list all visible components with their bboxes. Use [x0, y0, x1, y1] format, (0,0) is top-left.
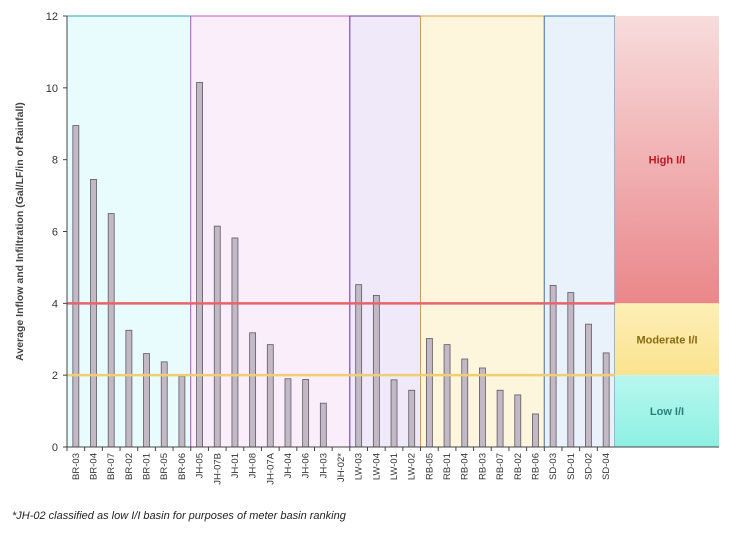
- bar-rb-03: [479, 367, 486, 448]
- x-tick-label: SD-01: [566, 453, 577, 480]
- bar-br-06: [178, 375, 186, 448]
- x-tick-label: JH-02*: [336, 453, 347, 482]
- bars: [72, 82, 610, 448]
- x-tick-label: LW-04: [371, 453, 382, 480]
- x-tick-label: JH-04: [283, 453, 294, 478]
- y-tick-label: 6: [52, 227, 58, 239]
- zone-label: High I/I: [649, 155, 686, 167]
- x-tick-label: JH-06: [301, 453, 312, 478]
- x-tick-label: JH-01: [230, 453, 241, 478]
- bar-jh-03: [319, 402, 327, 448]
- bar-jh-04: [284, 378, 292, 448]
- x-tick-label: JH-07B: [212, 453, 223, 485]
- bar-sd-02: [585, 323, 592, 448]
- bar-br-03: [72, 125, 80, 448]
- x-tick-label: BR-06: [177, 453, 188, 480]
- y-tick-label: 2: [52, 370, 58, 382]
- bar-br-02: [125, 329, 133, 448]
- bar-rb-05: [425, 338, 433, 448]
- bar-rb-01: [443, 344, 451, 448]
- bar-lw-03: [355, 284, 363, 448]
- zone-low-i-i: [615, 375, 719, 447]
- bar-rb-02: [514, 394, 522, 448]
- bar-br-04: [90, 179, 97, 448]
- x-tick-label: BR-05: [159, 453, 170, 480]
- x-tick-label: RB-02: [513, 453, 524, 480]
- bar-jh-01: [231, 237, 239, 448]
- bar-br-01: [143, 353, 150, 448]
- threshold-lines: [67, 302, 615, 377]
- y-tick-label: 10: [46, 83, 58, 95]
- x-tick-label: BR-04: [89, 453, 100, 480]
- x-tick-label: BR-02: [124, 453, 135, 480]
- x-tick-label: LW-03: [354, 453, 365, 480]
- y-tick-label: 12: [46, 11, 58, 23]
- x-tick-label: SD-03: [548, 453, 559, 480]
- bar-br-07: [107, 213, 115, 448]
- bar-sd-01: [567, 292, 575, 448]
- y-tick-label: 0: [52, 442, 58, 454]
- bar-rb-06: [532, 413, 539, 448]
- bar-rb-04: [461, 358, 469, 448]
- x-tick-label: RB-05: [424, 453, 435, 480]
- x-tick-label: JH-05: [195, 453, 206, 478]
- zone-moderate-i-i: [615, 303, 719, 376]
- x-tick-label: RB-06: [530, 453, 541, 480]
- bar-rb-07: [496, 389, 504, 448]
- bar-jh-05: [196, 82, 203, 448]
- zone-high-i-i: [615, 16, 719, 304]
- bar-lw-01: [390, 379, 398, 448]
- x-tick-label: BR-01: [142, 453, 153, 480]
- x-tick-label: BR-03: [71, 453, 82, 480]
- ii-zone-panel: High I/I Moderate I/I Low I/I: [615, 16, 719, 447]
- y-tick-label: 8: [52, 155, 58, 167]
- x-tick-label: SD-02: [583, 453, 594, 480]
- x-tick-label: JH-08: [248, 453, 259, 478]
- footnote: *JH-02 classified as low I/I basin for p…: [12, 510, 346, 522]
- x-tick-label: RB-01: [442, 453, 453, 480]
- x-tick-label: RB-07: [495, 453, 506, 480]
- bar-jh-07a: [266, 344, 274, 448]
- bar-lw-02: [408, 389, 416, 448]
- y-axis-title: Average Inflow and Infiltration (Gal/LF/…: [14, 102, 26, 361]
- y-tick-label: 4: [52, 298, 58, 310]
- x-tick-label: BR-07: [106, 453, 117, 480]
- bar-jh-08: [249, 332, 257, 448]
- x-tick-label: LW-01: [389, 453, 400, 480]
- bar-jh-06: [302, 379, 310, 448]
- zone-label: Moderate I/I: [636, 334, 697, 346]
- x-tick-label: JH-03: [318, 453, 329, 478]
- axes: 0 2 4 6 8 10 12 Average Inflow and Infiltration…: [14, 11, 719, 485]
- bar-sd-03: [549, 284, 557, 448]
- x-tick-label: RB-03: [477, 453, 488, 480]
- x-tick-label: RB-04: [460, 453, 471, 480]
- zone-label: Low I/I: [650, 406, 684, 418]
- x-tick-label: JH-07A: [265, 452, 276, 484]
- x-tick-label: LW-02: [407, 453, 418, 480]
- x-tick-label: SD-04: [601, 453, 612, 480]
- bar-sd-04: [602, 352, 610, 448]
- bar-lw-04: [372, 295, 380, 448]
- bar-jh-07b: [213, 225, 221, 448]
